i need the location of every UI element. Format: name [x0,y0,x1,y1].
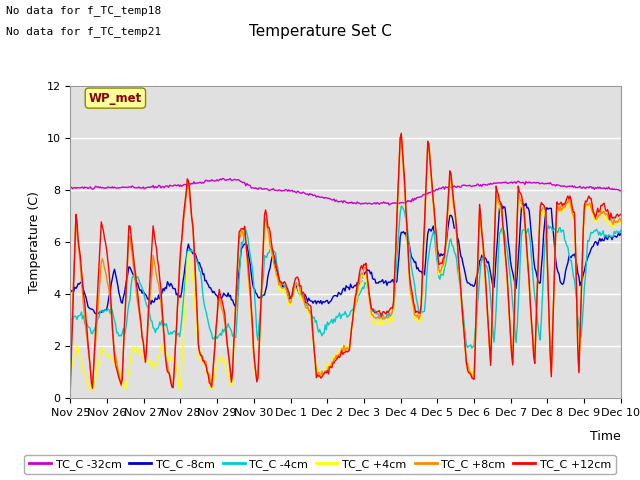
TC_C -4cm [67,315,74,321]
TC_C +4cm [332,349,340,355]
TC_C -32cm [329,197,337,203]
Text: No data for f_TC_temp18: No data for f_TC_temp18 [6,5,162,16]
TC_C +4cm [617,219,625,225]
TC_C -32cm [606,186,614,192]
TC_C -8cm [606,234,614,240]
TC_C -4cm [606,233,614,239]
Line: TC_C +4cm: TC_C +4cm [70,140,621,391]
TC_C +8cm [520,210,527,216]
Line: TC_C -32cm: TC_C -32cm [70,179,621,205]
TC_C +4cm [365,297,373,303]
TC_C +4cm [606,222,614,228]
TC_C -4cm [332,319,339,325]
TC_C -8cm [365,267,373,273]
TC_C +12cm [332,357,340,363]
TC_C -8cm [522,201,530,206]
TC_C +4cm [88,388,96,394]
TC_C -4cm [617,227,625,233]
TC_C +4cm [396,165,403,171]
TC_C +4cm [67,368,74,373]
TC_C +12cm [617,211,625,217]
TC_C -8cm [92,311,100,316]
TC_C -4cm [397,203,405,209]
Legend: TC_C -32cm, TC_C -8cm, TC_C -4cm, TC_C +4cm, TC_C +8cm, TC_C +12cm: TC_C -32cm, TC_C -8cm, TC_C -4cm, TC_C +… [24,455,616,474]
TC_C +8cm [329,360,337,366]
TC_C -4cm [364,289,372,295]
TC_C +8cm [67,359,74,364]
Text: No data for f_TC_temp21: No data for f_TC_temp21 [6,26,162,37]
TC_C +8cm [617,217,625,223]
TC_C +8cm [606,217,614,223]
TC_C +8cm [332,352,340,358]
TC_C +8cm [396,163,403,169]
TC_C +12cm [329,360,337,366]
TC_C +12cm [606,217,614,223]
TC_C +8cm [397,132,405,138]
Line: TC_C +12cm: TC_C +12cm [70,133,621,388]
TC_C +4cm [329,356,337,361]
TC_C -32cm [385,202,393,208]
Line: TC_C +8cm: TC_C +8cm [70,135,621,387]
TC_C -8cm [617,231,625,237]
TC_C +8cm [365,296,373,301]
TC_C -32cm [67,184,74,190]
TC_C -8cm [329,294,337,300]
TC_C -4cm [328,317,335,323]
TC_C -4cm [394,241,402,247]
TC_C -8cm [396,252,403,258]
TC_C -4cm [520,227,527,233]
Y-axis label: Temperature (C): Temperature (C) [28,192,41,293]
TC_C +4cm [520,214,527,219]
TC_C -8cm [332,293,340,299]
TC_C +12cm [520,203,527,209]
TC_C -8cm [67,289,74,295]
TC_C +8cm [169,384,177,390]
Text: Time: Time [590,430,621,444]
TC_C -32cm [617,188,625,194]
TC_C -32cm [520,180,527,186]
Line: TC_C -4cm: TC_C -4cm [70,206,621,348]
TC_C +12cm [396,160,403,166]
TC_C -32cm [365,201,373,206]
TC_C -32cm [332,197,340,203]
TC_C +12cm [88,385,96,391]
Text: Temperature Set C: Temperature Set C [248,24,392,39]
Text: WP_met: WP_met [89,92,142,105]
TC_C +12cm [365,291,373,297]
TC_C -32cm [396,200,404,206]
TC_C +12cm [67,384,74,390]
TC_C -8cm [519,201,527,206]
TC_C -32cm [219,176,227,181]
TC_C +4cm [396,137,404,143]
Line: TC_C -8cm: TC_C -8cm [70,204,621,313]
TC_C +12cm [397,131,405,136]
TC_C -4cm [468,345,476,351]
